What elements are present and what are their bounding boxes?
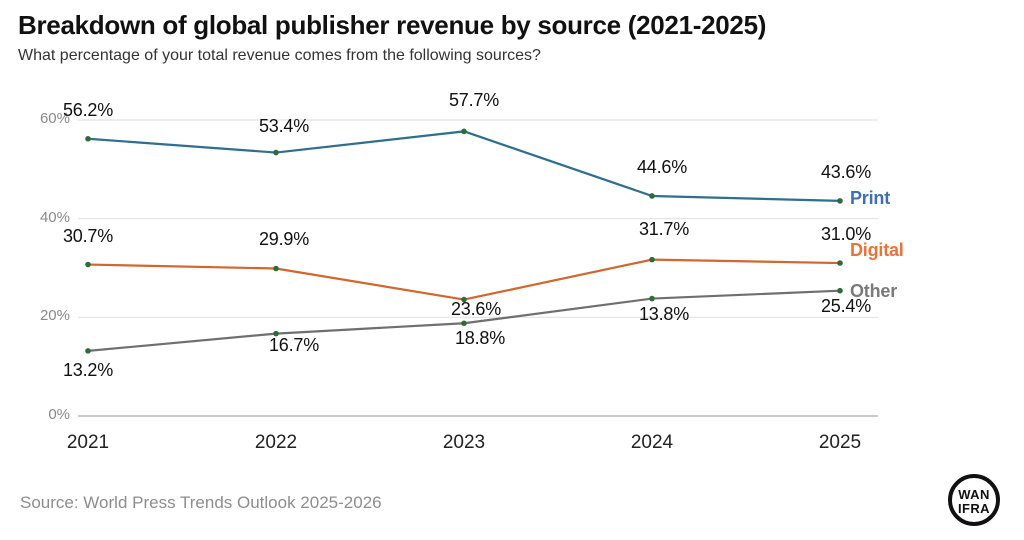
y-axis-tick-label: 20%	[39, 307, 70, 325]
data-point-marker	[461, 320, 467, 327]
x-axis-tick-label: 2024	[630, 432, 674, 453]
data-point-label: 16.7%	[268, 334, 320, 355]
y-axis-tick-label: 60%	[39, 110, 70, 127]
logo-text-ifra: IFRA	[958, 501, 990, 516]
data-point-marker	[837, 198, 843, 204]
data-point-label: 25.4%	[820, 295, 872, 316]
data-point-label: 18.8%	[454, 328, 506, 349]
logo-text-wan: WAN	[958, 487, 990, 502]
y-axis-tick-label: 40%	[39, 208, 70, 226]
data-point-label: 31.0%	[820, 224, 872, 245]
data-point-label: 56.2%	[62, 99, 114, 120]
data-point-marker	[273, 330, 279, 337]
data-point-label: 29.9%	[258, 229, 310, 250]
data-point-marker	[649, 193, 655, 199]
data-point-marker	[837, 287, 843, 294]
data-point-marker	[273, 265, 279, 272]
data-point-label: 57.7%	[448, 90, 500, 111]
source-note: Source: World Press Trends Outlook 2025-…	[20, 493, 382, 512]
data-point-label: 23.6%	[450, 298, 502, 319]
legend-item-print[interactable]: Print	[850, 188, 891, 208]
data-point-label: 30.7%	[62, 225, 114, 246]
data-point-label: 13.8%	[638, 303, 690, 324]
series-line-print	[86, 130, 842, 203]
wan-ifra-logo: WAN IFRA	[948, 474, 1000, 526]
data-point-marker	[461, 128, 467, 135]
data-point-label: 13.2%	[62, 359, 114, 380]
legend-item-digital[interactable]: Digital	[850, 240, 904, 260]
data-point-label: 43.6%	[820, 161, 872, 182]
x-axis-tick-label: 2021	[66, 432, 110, 453]
data-point-marker	[649, 256, 655, 263]
data-point-marker	[85, 135, 91, 142]
x-axis-tick-label: 2025	[818, 432, 862, 453]
x-axis-tick-label: 2023	[442, 432, 486, 453]
chart-header: Breakdown of global publisher revenue by…	[18, 8, 978, 68]
series-line-digital	[86, 258, 842, 301]
page-title: Breakdown of global publisher revenue by…	[18, 10, 767, 40]
data-point-label: 31.7%	[638, 218, 690, 239]
data-point-label: 44.6%	[636, 156, 688, 177]
data-point-marker	[649, 295, 655, 302]
chart-subtitle: What percentage of your total revenue co…	[18, 47, 541, 64]
legend-item-other[interactable]: Other	[850, 281, 898, 301]
y-axis-tick-label: 0%	[48, 406, 70, 423]
data-point-marker	[85, 261, 91, 268]
data-point-marker	[273, 149, 279, 156]
x-axis-tick-label: 2022	[254, 432, 298, 453]
data-point-marker	[461, 296, 467, 303]
data-point-marker	[837, 260, 843, 266]
data-point-label: 53.4%	[258, 115, 310, 136]
data-point-marker	[85, 348, 91, 354]
logo-circle-icon	[948, 474, 1000, 526]
